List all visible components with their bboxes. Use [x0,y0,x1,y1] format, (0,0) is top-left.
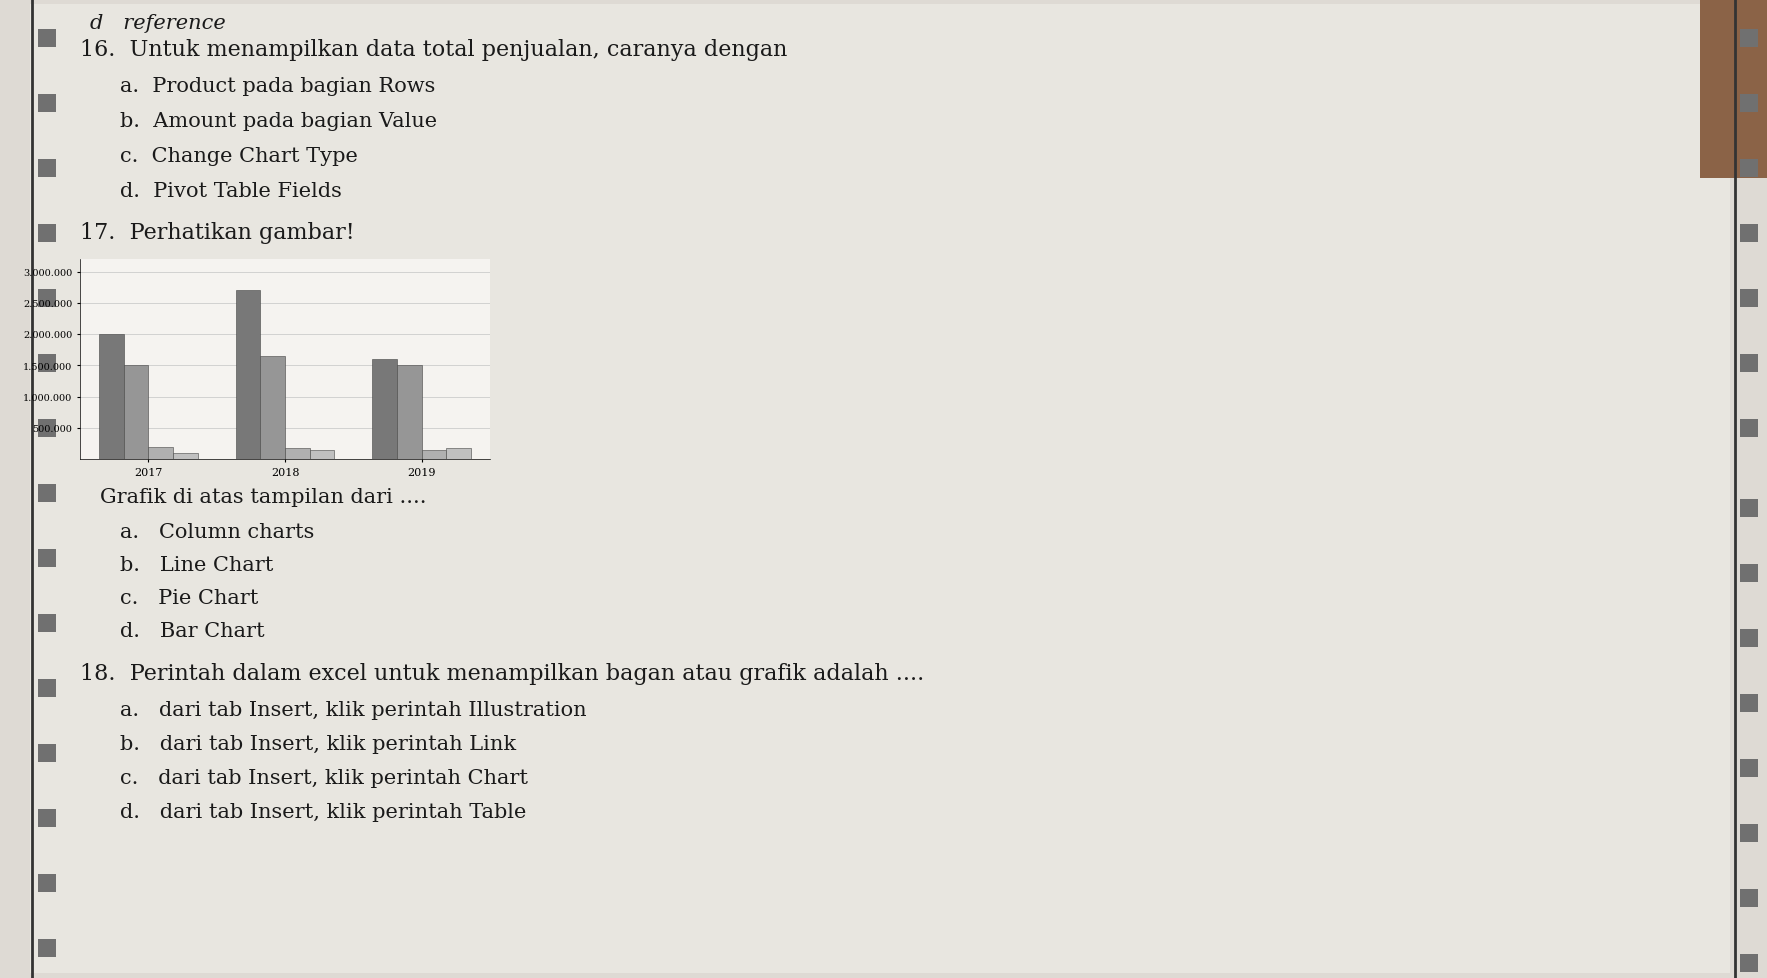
Bar [447,448,470,460]
Bar [39,420,57,437]
Bar [309,450,334,460]
Text: Grafik di atas tampilan dari ....: Grafik di atas tampilan dari .... [101,487,426,507]
Text: b.   dari tab Insert, klik perintah Link: b. dari tab Insert, klik perintah Link [120,734,516,753]
Bar [39,225,57,243]
Bar [39,614,57,633]
Text: 17.  Perhatikan gambar!: 17. Perhatikan gambar! [80,222,355,244]
Text: c.   dari tab Insert, klik perintah Chart: c. dari tab Insert, klik perintah Chart [120,768,528,787]
Bar [173,453,198,460]
Text: d.  Pivot Table Fields: d. Pivot Table Fields [120,182,341,200]
Bar [373,360,398,460]
Bar [39,159,57,178]
Bar [39,680,57,697]
Bar [1740,889,1758,907]
Text: a.   Column charts: a. Column charts [120,522,315,542]
Text: 16.  Untuk menampilkan data total penjualan, caranya dengan: 16. Untuk menampilkan data total penjual… [80,39,788,61]
Bar [39,95,57,112]
Bar [1740,225,1758,243]
Bar [1740,759,1758,778]
Bar [284,448,309,460]
Bar [1740,30,1758,48]
Text: b.  Amount pada bagian Value: b. Amount pada bagian Value [120,111,436,131]
Bar [1740,420,1758,437]
Bar [39,289,57,308]
Bar [1740,954,1758,972]
Bar [1740,824,1758,842]
Bar [1740,159,1758,178]
Bar [39,30,57,48]
Bar [398,366,422,460]
Text: d.   Bar Chart: d. Bar Chart [120,621,265,641]
Bar [39,939,57,957]
Bar [39,809,57,827]
Bar [124,366,148,460]
Bar [39,484,57,503]
Text: d.   dari tab Insert, klik perintah Table: d. dari tab Insert, klik perintah Table [120,802,527,822]
Bar [1740,500,1758,517]
Text: c.   Pie Chart: c. Pie Chart [120,589,258,607]
Text: d   reference: d reference [90,14,226,33]
Bar [148,447,173,460]
Bar [1700,0,1767,179]
Text: a.  Product pada bagian Rows: a. Product pada bagian Rows [120,77,435,96]
Bar [1740,355,1758,373]
Bar [99,334,124,460]
Bar [1740,95,1758,112]
Bar [260,357,284,460]
Text: a.   dari tab Insert, klik perintah Illustration: a. dari tab Insert, klik perintah Illust… [120,700,587,719]
Bar [1740,564,1758,583]
Bar [1740,630,1758,647]
Bar [39,744,57,762]
Bar [39,550,57,567]
Text: c.  Change Chart Type: c. Change Chart Type [120,147,359,166]
Bar [235,290,260,460]
Bar [1740,694,1758,712]
Bar [39,355,57,373]
Text: 18.  Perintah dalam excel untuk menampilkan bagan atau grafik adalah ....: 18. Perintah dalam excel untuk menampilk… [80,662,924,685]
Text: b.   Line Chart: b. Line Chart [120,556,274,574]
Bar [422,450,447,460]
Bar [39,874,57,892]
Bar [1740,289,1758,308]
